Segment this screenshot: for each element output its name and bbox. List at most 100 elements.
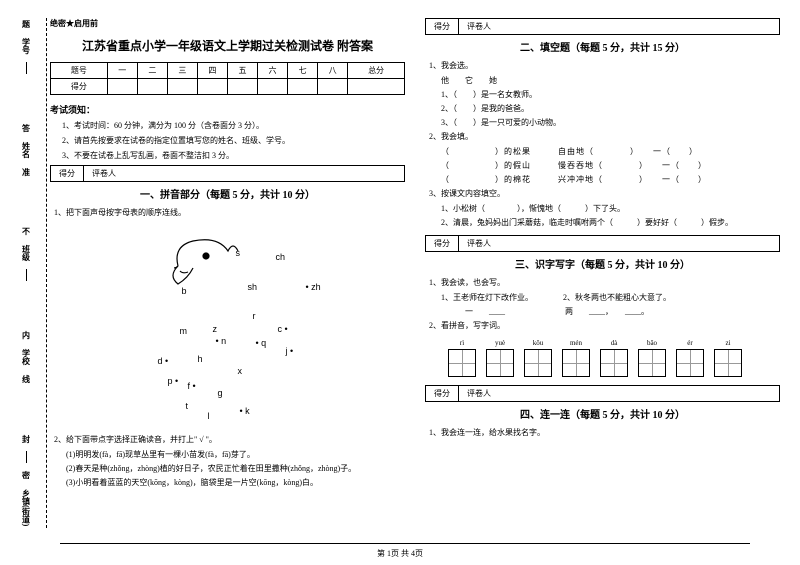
pinyin-cell: dà xyxy=(597,339,631,377)
scorer-box: 得分 评卷人 xyxy=(425,235,780,252)
page-number: 第 1页 共 4页 xyxy=(377,549,423,558)
pinyin-label: rì xyxy=(460,339,464,349)
consonant-letter: m xyxy=(180,326,188,336)
th: 八 xyxy=(318,63,348,79)
consonant-letter: l xyxy=(208,411,210,421)
reviewer-label: 评卷人 xyxy=(459,386,499,401)
side-note: 内 xyxy=(21,329,32,341)
consonant-letter: ch xyxy=(276,252,286,262)
notice-title: 考试须知： xyxy=(50,103,405,116)
consonant-letter: • n xyxy=(216,336,227,346)
confidential-label: 绝密★启用前 xyxy=(50,18,405,29)
th: 一 xyxy=(107,63,137,79)
td: 得分 xyxy=(51,79,108,95)
side-note: 线 xyxy=(21,373,32,385)
side-field-class: 班级 xyxy=(21,243,32,263)
q2-1-item: 2、（ ）是我的爸爸。 xyxy=(425,103,780,114)
side-note: 题 xyxy=(21,18,32,30)
q1-2: 2、给下面带点字选择正确读音，并打上" √ "。 xyxy=(50,434,405,445)
consonant-letter: h xyxy=(198,354,203,364)
consonant-letter: • q xyxy=(256,338,267,348)
tianzige-box xyxy=(676,349,704,377)
consonant-letter: j • xyxy=(286,346,294,356)
side-note: 封 xyxy=(21,433,32,445)
q2-3: 3、按课文内容填空。 xyxy=(425,188,780,199)
q2-2: 2、我会填。 xyxy=(425,131,780,142)
q1-1: 1、把下面声母按字母表的顺序连线。 xyxy=(50,207,405,218)
side-field-id: 学号 xyxy=(21,36,32,56)
side-note: 答 xyxy=(21,122,32,134)
side-note: 准 xyxy=(21,166,32,178)
consonant-letter: z xyxy=(213,324,218,334)
q4-1: 1、我会连一连，给水果找名字。 xyxy=(425,427,780,438)
consonant-letter: c • xyxy=(278,324,288,334)
th: 题号 xyxy=(51,63,108,79)
side-note: 密 xyxy=(21,469,32,481)
pinyin-cell: yuè xyxy=(483,339,517,377)
q2-1: 1、我会选。 xyxy=(425,60,780,71)
pinyin-cell: zi xyxy=(711,339,745,377)
side-group: 题 学号 xyxy=(21,18,32,74)
consonant-letter: d • xyxy=(158,356,169,366)
consonant-letter: g xyxy=(218,388,223,398)
score-label: 得分 xyxy=(51,166,84,181)
consonant-letter: x xyxy=(238,366,243,376)
side-line xyxy=(26,269,27,281)
scorer-box: 得分 评卷人 xyxy=(425,385,780,402)
consonant-letter: p • xyxy=(168,376,179,386)
side-field-name: 姓名 xyxy=(21,140,32,160)
pinyin-cell: mén xyxy=(559,339,593,377)
q2-3-item: 2、清晨，兔妈妈出门采蘑菇，临走时嘱咐两个（ ）要好好（ ）假步。 xyxy=(425,217,780,228)
th: 七 xyxy=(288,63,318,79)
fill-blank-row: （ ）的松果 自由地（ ） 一（ ） xyxy=(425,146,780,157)
pinyin-cell: kǒu xyxy=(521,339,555,377)
pinyin-cell: rì xyxy=(445,339,479,377)
th: 总分 xyxy=(348,63,405,79)
fill-blank-row: （ ）的假山 慢吞吞地（ ） 一（ ） xyxy=(425,160,780,171)
score-label: 得分 xyxy=(426,19,459,34)
consonant-letter: • zh xyxy=(306,282,321,292)
th: 五 xyxy=(227,63,257,79)
q3-1-item: 2、秋冬两也不能粗心大意了。 xyxy=(563,292,671,303)
exam-title: 江苏省重点小学一年级语文上学期过关检测试卷 附答案 xyxy=(50,37,405,54)
fill-blank-row: （ ）的棉花 兴冲冲地（ ） 一（ ） xyxy=(425,174,780,185)
pinyin-label: yuè xyxy=(495,339,505,349)
side-line xyxy=(26,451,27,463)
score-header-row: 题号 一 二 三 四 五 六 七 八 总分 xyxy=(51,63,405,79)
tianzige-box xyxy=(448,349,476,377)
side-field-town: 乡镇(街道) xyxy=(21,487,32,528)
side-group: 内 学校 线 xyxy=(21,329,32,385)
q1-2-2: (2)春天是种(zhǒng，zhòng)植的好日子，农民正忙着在田里撒种(zhǒ… xyxy=(50,463,405,474)
reviewer-label: 评卷人 xyxy=(84,166,124,181)
side-field-school: 学校 xyxy=(21,347,32,367)
pinyin-label: dà xyxy=(611,339,618,349)
tianzige-box xyxy=(562,349,590,377)
th: 二 xyxy=(137,63,167,79)
score-label: 得分 xyxy=(426,386,459,401)
q2-1-item: 1、（ ）是一名女教师。 xyxy=(425,89,780,100)
q3-1: 1、我会读，也会写。 xyxy=(425,277,780,288)
section-1-title: 一、拼音部分（每题 5 分，共计 10 分） xyxy=(50,186,405,201)
score-value-row: 得分 xyxy=(51,79,405,95)
consonant-letter: t xyxy=(186,401,189,411)
side-line xyxy=(26,62,27,74)
score-table: 题号 一 二 三 四 五 六 七 八 总分 得分 xyxy=(50,62,405,95)
q2-1-hint: 他 它 她 xyxy=(425,75,780,86)
left-column: 绝密★启用前 江苏省重点小学一年级语文上学期过关检测试卷 附答案 题号 一 二 … xyxy=(50,18,405,528)
pinyin-cell: ér xyxy=(673,339,707,377)
tianzige-box xyxy=(524,349,552,377)
exam-page: 绝密★启用前 江苏省重点小学一年级语文上学期过关检测试卷 附答案 题号 一 二 … xyxy=(0,0,800,540)
pinyin-label: ér xyxy=(687,339,692,349)
consonant-letter: r xyxy=(253,311,256,321)
consonant-letter: sh xyxy=(248,282,258,292)
q1-2-3: (3)小明看着蓝蓝的天空(kōng，kòng)，脑袋里是一片空(kōng，kòn… xyxy=(50,477,405,488)
side-note: 不 xyxy=(21,225,32,237)
tianzige-box xyxy=(638,349,666,377)
pinyin-grid-row: rìyuèkǒuméndàbǎoérzi xyxy=(425,339,780,377)
binding-margin: 题 学号 答 姓名 准 不 班级 内 学校 线 封 密 乡镇(街道) xyxy=(6,18,46,528)
consonant-letter: • k xyxy=(240,406,250,416)
pinyin-label: mén xyxy=(570,339,582,349)
th: 六 xyxy=(258,63,288,79)
q3-2: 2、看拼音，写字词。 xyxy=(425,320,780,331)
tianzige-box xyxy=(600,349,628,377)
